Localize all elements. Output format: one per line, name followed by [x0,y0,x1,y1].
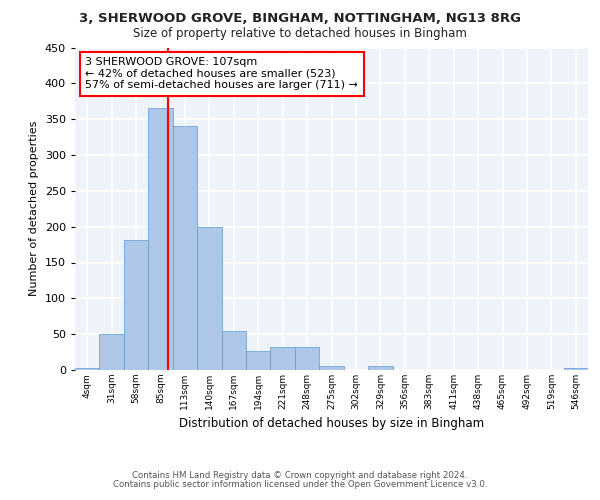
Bar [295,347,319,370]
Bar [221,332,246,370]
Bar [319,366,344,370]
Bar [563,368,588,370]
Text: Contains public sector information licensed under the Open Government Licence v3: Contains public sector information licen… [113,480,487,489]
Bar [197,228,221,370]
Bar [173,126,197,370]
Y-axis label: Number of detached properties: Number of detached properties [29,121,39,296]
Bar [246,352,271,370]
Text: 3 SHERWOOD GROVE: 107sqm
← 42% of detached houses are smaller (523)
57% of semi-: 3 SHERWOOD GROVE: 107sqm ← 42% of detach… [85,57,358,90]
Bar [75,368,100,370]
Bar [148,108,173,370]
Bar [100,334,124,370]
Bar [124,240,148,370]
Text: Contains HM Land Registry data © Crown copyright and database right 2024.: Contains HM Land Registry data © Crown c… [132,471,468,480]
Bar [271,347,295,370]
Bar [368,366,392,370]
X-axis label: Distribution of detached houses by size in Bingham: Distribution of detached houses by size … [179,418,484,430]
Text: Size of property relative to detached houses in Bingham: Size of property relative to detached ho… [133,28,467,40]
Text: 3, SHERWOOD GROVE, BINGHAM, NOTTINGHAM, NG13 8RG: 3, SHERWOOD GROVE, BINGHAM, NOTTINGHAM, … [79,12,521,26]
